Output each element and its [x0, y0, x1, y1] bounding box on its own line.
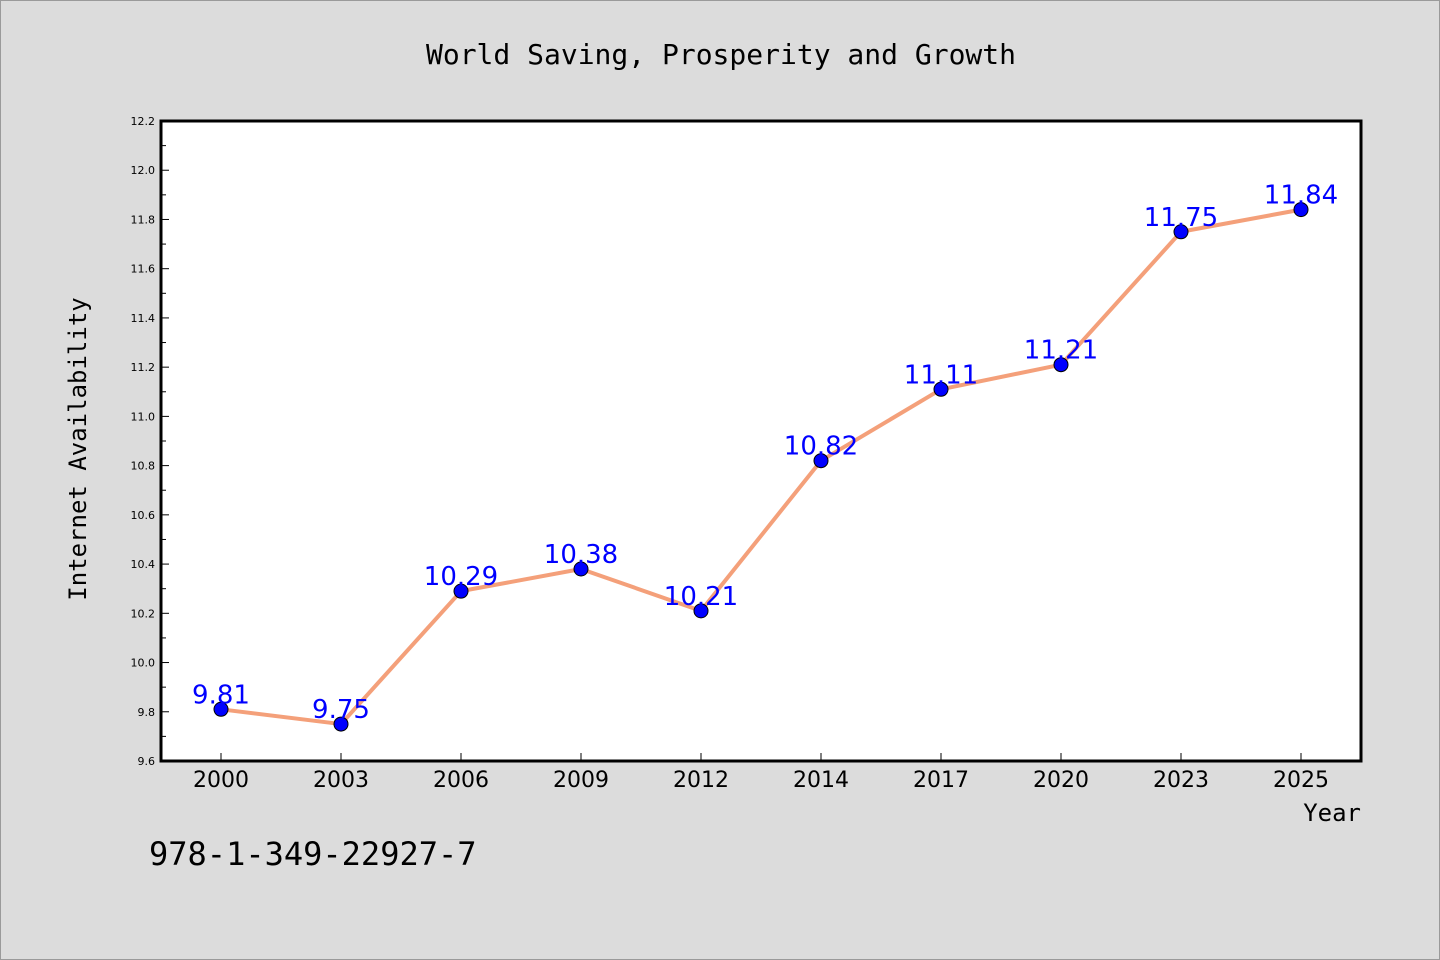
y-tick-label: 9.6 — [138, 755, 156, 768]
y-tick-label: 11.2 — [131, 361, 156, 374]
y-tick-label: 10.6 — [131, 509, 156, 522]
data-point — [333, 716, 349, 732]
x-tick-label: 2014 — [793, 768, 849, 793]
data-label: 11.75 — [1144, 203, 1218, 233]
chart-title: World Saving, Prosperity and Growth — [426, 38, 1016, 71]
data-label: 11.84 — [1264, 181, 1338, 211]
data-point — [933, 381, 949, 397]
data-point — [1173, 224, 1189, 240]
y-tick-label: 9.8 — [138, 706, 156, 719]
x-axis-label: Year — [1303, 799, 1361, 827]
x-tick-label: 2017 — [913, 768, 969, 793]
x-tick-label: 2003 — [313, 768, 369, 793]
y-tick-label: 12.2 — [131, 115, 156, 128]
data-label: 10.29 — [424, 562, 498, 592]
data-markers — [213, 202, 1309, 732]
y-tick-label: 11.0 — [131, 410, 156, 423]
data-label: 9.75 — [312, 695, 370, 725]
x-tick-label: 2020 — [1033, 768, 1089, 793]
y-tick-label: 10.0 — [131, 657, 156, 670]
y-tick-label: 11.4 — [131, 312, 156, 325]
x-tick-label: 2025 — [1273, 768, 1329, 793]
y-tick-label: 12.0 — [131, 164, 156, 177]
x-tick-label: 2000 — [193, 768, 249, 793]
y-axis-label: Internet Availability — [64, 297, 92, 600]
data-point — [213, 701, 229, 717]
y-tick-label: 10.4 — [131, 558, 156, 571]
data-point — [573, 561, 589, 577]
data-labels: 9.81 9.75 10.29 10.38 10.21 10.82 11.11 11.21 11… — [192, 181, 1338, 725]
data-label: 11.21 — [1024, 336, 1098, 366]
data-label: 10.38 — [544, 540, 618, 570]
x-tick-label: 2023 — [1153, 768, 1209, 793]
y-tick-label: 10.8 — [131, 460, 156, 473]
series-line — [220, 207, 1302, 727]
x-tick-label: 2009 — [553, 768, 609, 793]
x-axis: 2000 2003 2006 2009 2012 2014 2017 2020 2023 2025 — [193, 753, 1329, 793]
data-point — [693, 603, 709, 619]
data-point — [1053, 357, 1069, 373]
data-point — [453, 583, 469, 599]
data-label: 10.82 — [784, 432, 858, 462]
data-point — [1293, 202, 1309, 218]
y-axis: 9.6 9.8 10.0 10.2 10.4 10.6 10.8 11.0 11.2 11.4 11… — [131, 115, 169, 768]
y-tick-label: 11.8 — [131, 213, 156, 226]
x-tick-label: 2012 — [673, 768, 729, 793]
data-label: 10.21 — [664, 582, 738, 612]
y-tick-label: 11.6 — [131, 263, 156, 276]
data-label: 9.81 — [192, 680, 250, 710]
data-point — [813, 453, 829, 469]
isbn-annotation: 978-1-349-22927-7 — [149, 835, 477, 873]
x-tick-label: 2006 — [433, 768, 489, 793]
data-label: 11.11 — [904, 360, 978, 390]
y-tick-label: 10.2 — [131, 607, 156, 620]
plot-area — [159, 119, 1363, 763]
